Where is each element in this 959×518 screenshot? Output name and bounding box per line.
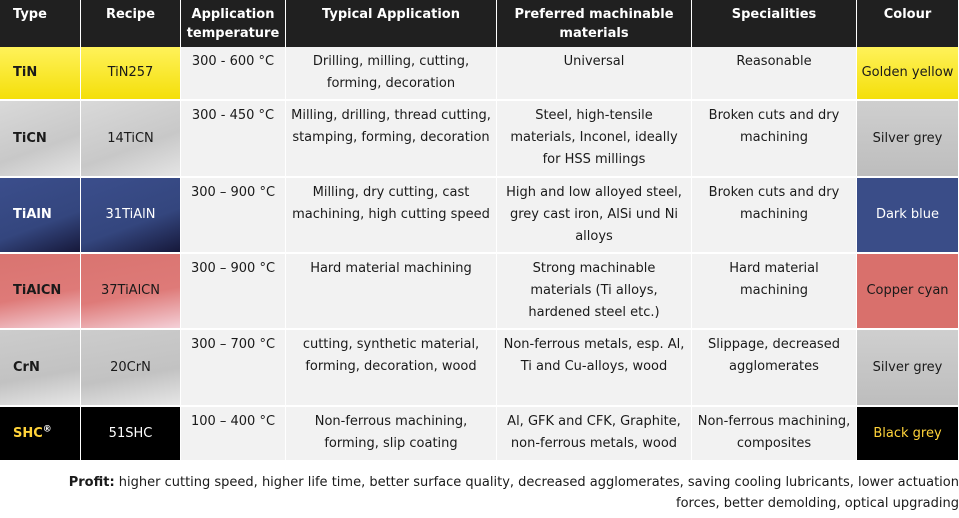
specialities-cell: Broken cuts and dry machining [692,101,857,178]
type-cell: TiAlN [0,178,81,254]
temperature-cell: 300 - 450 °C [181,101,286,178]
temperature-cell: 100 – 400 °C [181,407,286,462]
temperature-cell: 300 – 900 °C [181,254,286,330]
materials-cell: Non-ferrous metals, esp. Al, Ti and Cu-a… [497,330,692,407]
table-header-row: Type Recipe Application temperature Typi… [0,0,959,47]
header-application-temperature: Application temperature [181,0,286,47]
type-cell: TiN [0,47,81,101]
materials-cell: Al, GFK and CFK, Graphite, non-ferrous m… [497,407,692,462]
materials-cell: Strong machinable materials (Ti alloys, … [497,254,692,330]
header-typical-application: Typical Application [286,0,497,47]
profit-note: Profit: higher cutting speed, higher lif… [60,472,959,514]
type-cell: TiAlCN [0,254,81,330]
table-row: TiAlN 31TiAlN 300 – 900 °C Milling, dry … [0,178,959,254]
header-recipe: Recipe [81,0,181,47]
table-row: CrN 20CrN 300 – 700 °C cutting, syntheti… [0,330,959,407]
recipe-cell: 20CrN [81,330,181,407]
specialities-cell: Slippage, decreased agglomerates [692,330,857,407]
colour-cell: Golden yellow [857,47,959,101]
type-name: SHC [13,425,43,441]
type-cell: CrN [0,330,81,407]
table-row: TiCN 14TiCN 300 - 450 °C Milling, drilli… [0,101,959,178]
recipe-cell: 14TiCN [81,101,181,178]
registered-mark: ® [42,424,52,435]
specialities-cell: Hard material machining [692,254,857,330]
materials-cell: High and low alloyed steel, grey cast ir… [497,178,692,254]
temperature-cell: 300 – 900 °C [181,178,286,254]
recipe-cell: 37TiAlCN [81,254,181,330]
header-colour: Colour [857,0,959,47]
recipe-cell: TiN257 [81,47,181,101]
colour-cell: Silver grey [857,101,959,178]
temperature-cell: 300 – 700 °C [181,330,286,407]
header-preferred-materials: Preferred machinable materials [497,0,692,47]
table-row: TiN TiN257 300 - 600 °C Drilling, millin… [0,47,959,101]
typical-application-cell: Milling, drilling, thread cutting, stamp… [286,101,497,178]
specialities-cell: Broken cuts and dry machining [692,178,857,254]
typical-application-cell: Hard material machining [286,254,497,330]
materials-cell: Steel, high-tensile materials, Inconel, … [497,101,692,178]
profit-text: higher cutting speed, higher life time, … [114,475,959,511]
type-cell: TiCN [0,101,81,178]
table-row: TiAlCN 37TiAlCN 300 – 900 °C Hard materi… [0,254,959,330]
header-specialities: Specialities [692,0,857,47]
type-cell: SHC® [0,407,81,462]
recipe-cell: 51SHC [81,407,181,462]
recipe-cell: 31TiAlN [81,178,181,254]
colour-cell: Silver grey [857,330,959,407]
typical-application-cell: Non-ferrous machining, forming, slip coa… [286,407,497,462]
profit-label: Profit: [68,475,115,490]
typical-application-cell: Milling, dry cutting, cast machining, hi… [286,178,497,254]
colour-cell: Black grey [857,407,959,462]
materials-cell: Universal [497,47,692,101]
coating-table: Type Recipe Application temperature Typi… [0,0,959,462]
temperature-cell: 300 - 600 °C [181,47,286,101]
specialities-cell: Reasonable [692,47,857,101]
table-row: SHC® 51SHC 100 – 400 °C Non-ferrous mach… [0,407,959,462]
colour-cell: Copper cyan [857,254,959,330]
typical-application-cell: cutting, synthetic material, forming, de… [286,330,497,407]
colour-cell: Dark blue [857,178,959,254]
typical-application-cell: Drilling, milling, cutting, forming, dec… [286,47,497,101]
specialities-cell: Non-ferrous machining, composites [692,407,857,462]
header-type: Type [0,0,81,47]
